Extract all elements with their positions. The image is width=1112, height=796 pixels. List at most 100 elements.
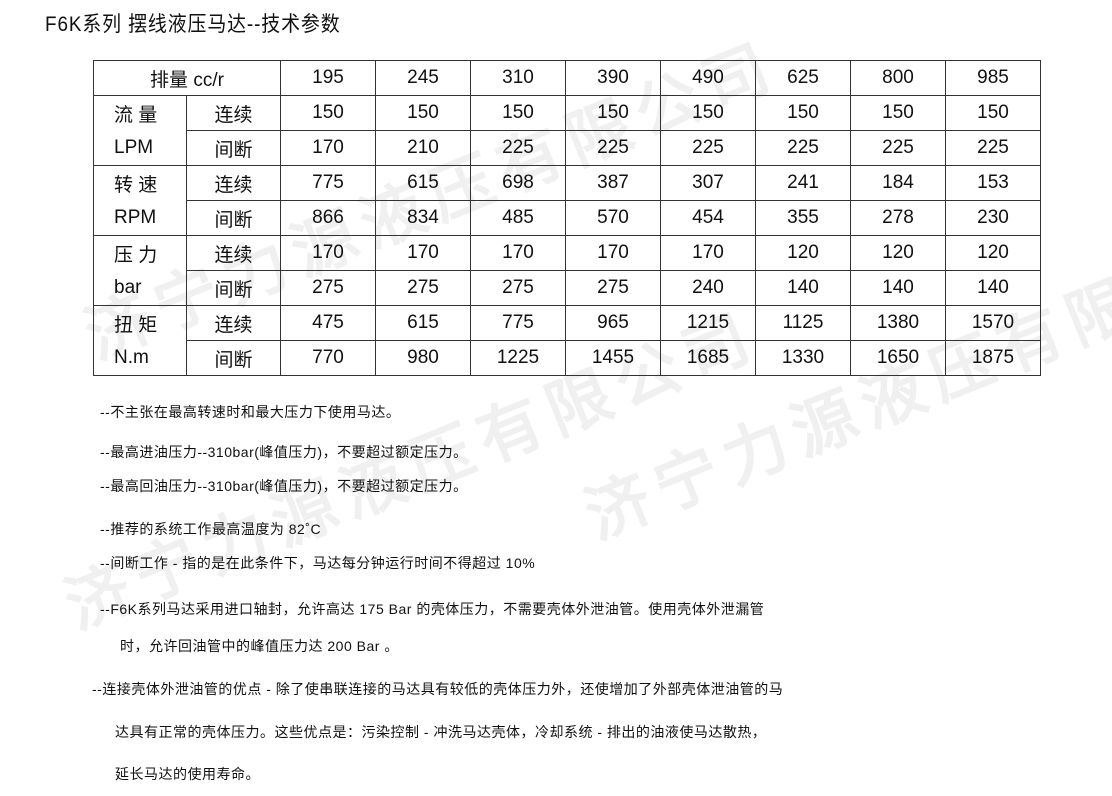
value-cell: 866 <box>280 200 376 236</box>
displacement-cell: 390 <box>565 60 661 96</box>
value-cell: 170 <box>660 235 756 271</box>
displacement-cell: 490 <box>660 60 756 96</box>
value-cell: 170 <box>280 235 376 271</box>
mode-label: 间断 <box>186 130 281 166</box>
table-row: 流 量连续 150 150 150 150 150 150 150 150 <box>93 95 1041 131</box>
displacement-cell: 310 <box>470 60 566 96</box>
value-cell: 150 <box>755 95 851 131</box>
value-cell: 698 <box>470 165 566 201</box>
note-line: --最高回油压力--310bar(峰值压力)，不要超过额定压力。 <box>100 478 468 494</box>
displacement-header: 排量 cc/r <box>93 60 281 96</box>
value-cell: 241 <box>755 165 851 201</box>
spec-table: 排量 cc/r 195 245 310 390 490 625 800 985 流 量连续 150 1… <box>93 60 1041 376</box>
displacement-cell: 245 <box>375 60 471 96</box>
mode-label: 连续 <box>186 305 281 341</box>
value-cell: 240 <box>660 270 756 306</box>
value-cell: 225 <box>850 130 946 166</box>
value-cell: 965 <box>565 305 661 341</box>
note-line: 延长马达的使用寿命。 <box>115 766 260 782</box>
value-cell: 120 <box>850 235 946 271</box>
value-cell: 1225 <box>470 340 566 376</box>
note-line: --不主张在最高转速时和最大压力下使用马达。 <box>100 404 401 420</box>
value-cell: 120 <box>945 235 1041 271</box>
value-cell: 475 <box>280 305 376 341</box>
value-cell: 275 <box>470 270 566 306</box>
value-cell: 140 <box>850 270 946 306</box>
group-unit: N.m <box>93 340 187 376</box>
group-name: 扭 矩 <box>93 305 187 341</box>
group-name: 转 速 <box>93 165 187 201</box>
value-cell: 615 <box>375 305 471 341</box>
value-cell: 1685 <box>660 340 756 376</box>
value-cell: 570 <box>565 200 661 236</box>
value-cell: 170 <box>470 235 566 271</box>
mode-label: 连续 <box>186 95 281 131</box>
table-row: 压 力连续 170 170 170 170 170 120 120 120 <box>93 235 1041 271</box>
note-line: --最高进油压力--310bar(峰值压力)，不要超过额定压力。 <box>100 444 468 460</box>
value-cell: 170 <box>280 130 376 166</box>
value-cell: 1455 <box>565 340 661 376</box>
value-cell: 170 <box>565 235 661 271</box>
table-row: N.m 间断 770 980 1225 1455 1685 1330 1650 1875 <box>93 340 1041 376</box>
mode-label: 间断 <box>186 200 281 236</box>
value-cell: 775 <box>470 305 566 341</box>
group-name: 流 量 <box>93 95 187 131</box>
value-cell: 225 <box>470 130 566 166</box>
mode-label: 连续 <box>186 235 281 271</box>
note-line: --间断工作 - 指的是在此条件下，马达每分钟运行时间不得超过 10% <box>100 555 536 571</box>
value-cell: 120 <box>755 235 851 271</box>
value-cell: 1215 <box>660 305 756 341</box>
value-cell: 225 <box>945 130 1041 166</box>
value-cell: 275 <box>280 270 376 306</box>
group-unit: bar <box>93 270 187 306</box>
value-cell: 278 <box>850 200 946 236</box>
mode-label: 间断 <box>186 340 281 376</box>
table-row: 转 速连续 775 615 698 387 307 241 184 153 <box>93 165 1041 201</box>
table-row: RPM 间断 866 834 485 570 454 355 278 230 <box>93 200 1041 236</box>
value-cell: 225 <box>565 130 661 166</box>
value-cell: 230 <box>945 200 1041 236</box>
value-cell: 150 <box>280 95 376 131</box>
value-cell: 615 <box>375 165 471 201</box>
value-cell: 980 <box>375 340 471 376</box>
mode-label: 连续 <box>186 165 281 201</box>
group-unit: LPM <box>93 130 187 166</box>
table-row: bar 间断 275 275 275 275 240 140 140 140 <box>93 270 1041 306</box>
value-cell: 770 <box>280 340 376 376</box>
value-cell: 150 <box>850 95 946 131</box>
displacement-cell: 985 <box>945 60 1041 96</box>
value-cell: 153 <box>945 165 1041 201</box>
displacement-cell: 625 <box>755 60 851 96</box>
value-cell: 355 <box>755 200 851 236</box>
value-cell: 454 <box>660 200 756 236</box>
value-cell: 1380 <box>850 305 946 341</box>
value-cell: 387 <box>565 165 661 201</box>
value-cell: 150 <box>945 95 1041 131</box>
note-line: 时，允许回油管中的峰值压力达 200 Bar 。 <box>120 638 399 654</box>
value-cell: 1875 <box>945 340 1041 376</box>
value-cell: 170 <box>375 235 471 271</box>
value-cell: 225 <box>755 130 851 166</box>
table-row: 扭 矩连续 475 615 775 965 1215 1125 1380 1570 <box>93 305 1041 341</box>
note-line: --推荐的系统工作最高温度为 82˚C <box>100 521 322 537</box>
value-cell: 140 <box>945 270 1041 306</box>
mode-label: 间断 <box>186 270 281 306</box>
group-name: 压 力 <box>93 235 187 271</box>
value-cell: 834 <box>375 200 471 236</box>
value-cell: 150 <box>375 95 471 131</box>
value-cell: 275 <box>565 270 661 306</box>
value-cell: 775 <box>280 165 376 201</box>
value-cell: 1650 <box>850 340 946 376</box>
value-cell: 184 <box>850 165 946 201</box>
value-cell: 485 <box>470 200 566 236</box>
displacement-cell: 800 <box>850 60 946 96</box>
value-cell: 150 <box>565 95 661 131</box>
note-line: --F6K系列马达采用进口轴封，允许高达 175 Bar 的壳体压力，不需要壳体… <box>100 601 765 617</box>
note-line: 达具有正常的壳体压力。这些优点是：污染控制 - 冲洗马达壳体，冷却系统 - 排出… <box>115 724 767 740</box>
group-unit: RPM <box>93 200 187 236</box>
value-cell: 1125 <box>755 305 851 341</box>
value-cell: 140 <box>755 270 851 306</box>
value-cell: 307 <box>660 165 756 201</box>
value-cell: 210 <box>375 130 471 166</box>
value-cell: 275 <box>375 270 471 306</box>
